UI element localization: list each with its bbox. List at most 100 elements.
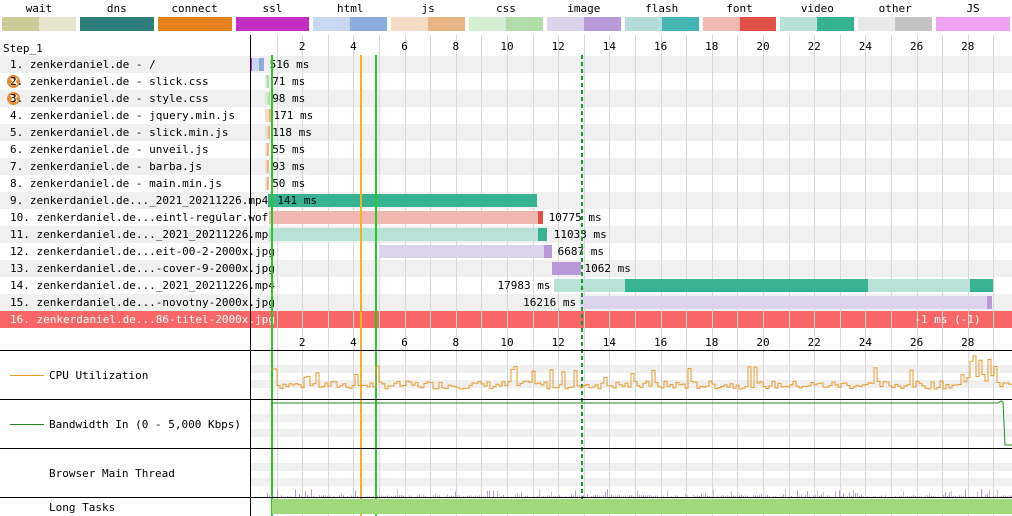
- request-timing-bar[interactable]: [970, 279, 993, 292]
- request-timing-bar[interactable]: [265, 177, 268, 190]
- main-thread-activity: [653, 496, 654, 497]
- request-timing-bar[interactable]: [265, 160, 268, 173]
- graph-stripe: [251, 429, 1012, 437]
- request-timing-bar[interactable]: [265, 109, 269, 122]
- request-duration: 71 ms: [272, 75, 306, 88]
- main-thread-activity: [305, 490, 306, 497]
- grid-line: [968, 35, 969, 516]
- request-row-label[interactable]: 6. zenkerdaniel.de - unveil.js: [0, 141, 250, 158]
- request-timing-bar[interactable]: [551, 262, 582, 275]
- main-thread-activity: [885, 495, 886, 497]
- request-row-label[interactable]: 13. zenkerdaniel.de...-cover-9-2000x.jpg: [0, 260, 275, 277]
- request-timing-bar[interactable]: [265, 75, 268, 88]
- main-thread-activity: [455, 491, 456, 497]
- request-timing-bar[interactable]: [987, 296, 993, 309]
- main-thread-activity: [587, 493, 588, 497]
- request-timing-bar[interactable]: [268, 211, 538, 224]
- legend-swatch: [546, 17, 621, 31]
- request-duration: -1 ms (-1): [914, 313, 981, 326]
- main-thread-activity: [581, 495, 582, 497]
- request-timing-bar[interactable]: [537, 211, 544, 224]
- grid-line: [661, 35, 662, 516]
- request-timing-bar[interactable]: [251, 58, 253, 71]
- request-url: 2. zenkerdaniel.de - slick.css: [10, 75, 209, 88]
- request-row-label[interactable]: 10. zenkerdaniel.de...eintl-regular.woff: [0, 209, 275, 226]
- grid-line: [763, 35, 764, 516]
- main-thread-activity: [343, 495, 344, 497]
- legend-item-html: html: [311, 0, 389, 34]
- request-row-label[interactable]: 1. zenkerdaniel.de - /: [0, 56, 250, 73]
- request-row-label[interactable]: 9. zenkerdaniel.de..._2021_20211226.mp4: [0, 192, 268, 209]
- request-timing-bar[interactable]: [268, 228, 538, 241]
- main-thread-activity: [757, 495, 758, 497]
- legend-item-ssl: ssl: [234, 0, 312, 34]
- main-thread-activity: [955, 495, 956, 497]
- time-tick-label: 14: [602, 336, 617, 349]
- main-thread-activity: [805, 495, 806, 497]
- main-thread-activity: [369, 495, 370, 497]
- grid-line: [558, 35, 559, 516]
- main-thread-activity: [423, 495, 424, 497]
- main-thread-activity: [619, 494, 620, 497]
- request-timing-bar[interactable]: [265, 143, 268, 156]
- request-row-label[interactable]: 8. zenkerdaniel.de - main.min.js: [0, 175, 250, 192]
- request-timing-bar[interactable]: [267, 92, 270, 105]
- request-timing-bar[interactable]: [554, 279, 625, 292]
- request-row-label[interactable]: 2. zenkerdaniel.de - slick.css: [0, 73, 250, 90]
- request-duration: 171 ms: [273, 109, 314, 122]
- main-thread-activity: [911, 496, 912, 497]
- main-thread-activity: [725, 495, 726, 497]
- main-thread-activity: [391, 495, 392, 497]
- request-row-label[interactable]: 3. zenkerdaniel.de - style.css: [0, 90, 250, 107]
- request-timing-bar[interactable]: [268, 126, 271, 139]
- request-timing-bar[interactable]: [624, 279, 868, 292]
- request-row-label[interactable]: 12. zenkerdaniel.de...eit-00-2-2000x.jpg: [0, 243, 275, 260]
- request-row-label[interactable]: 5. zenkerdaniel.de - slick.min.js: [0, 124, 250, 141]
- main-thread-activity: [283, 496, 284, 497]
- request-timing-bar[interactable]: [537, 228, 548, 241]
- legend-label: ssl: [262, 2, 283, 15]
- request-timing-bar[interactable]: [379, 245, 545, 258]
- request-timing-bar[interactable]: [252, 58, 259, 71]
- request-timing-bar[interactable]: [579, 296, 987, 309]
- legend-swatch: [2, 17, 76, 31]
- main-thread-activity: [881, 495, 882, 497]
- request-timing-bar[interactable]: [544, 245, 552, 258]
- request-row-label[interactable]: 11. zenkerdaniel.de..._2021_20211226.mp4: [0, 226, 275, 243]
- request-row-label[interactable]: 16. zenkerdaniel.de...86-titel-2000x.jpg: [0, 311, 275, 328]
- main-thread-activity: [459, 495, 460, 497]
- request-row-label[interactable]: 4. zenkerdaniel.de - jquery.min.js: [0, 107, 250, 124]
- request-row-label[interactable]: 7. zenkerdaniel.de - barba.js: [0, 158, 250, 175]
- main-thread-activity: [905, 496, 906, 497]
- main-thread-activity: [481, 496, 482, 497]
- request-row-label[interactable]: 14. zenkerdaniel.de..._2021_20211226.mp4: [0, 277, 275, 294]
- main-thread-activity: [729, 496, 730, 497]
- request-timing-bar[interactable]: [267, 194, 538, 207]
- row-stripe: [0, 158, 1012, 175]
- request-row-label[interactable]: 15. zenkerdaniel.de...-novotny-2000x.jpg: [0, 294, 275, 311]
- main-thread-activity: [895, 496, 896, 497]
- request-timing-bar[interactable]: [867, 279, 971, 292]
- request-duration: 141 ms: [277, 194, 318, 207]
- request-timing-bar[interactable]: [266, 177, 269, 190]
- request-timing-bar[interactable]: [258, 58, 264, 71]
- grid-line: [507, 35, 508, 516]
- main-thread-activity: [483, 496, 484, 497]
- request-timing-bar[interactable]: [268, 109, 271, 122]
- main-thread-activity: [1001, 495, 1002, 497]
- request-timing-bar[interactable]: [265, 92, 268, 105]
- main-thread-activity: [295, 489, 296, 497]
- main-thread-activity: [739, 495, 740, 497]
- main-thread-activity: [945, 492, 946, 497]
- main-thread-activity: [785, 489, 786, 497]
- main-thread-activity: [425, 495, 426, 497]
- request-duration: 16216 ms: [523, 296, 577, 309]
- request-timing-bar[interactable]: [265, 126, 269, 139]
- main-thread-activity: [861, 495, 862, 497]
- main-thread-activity: [759, 495, 760, 497]
- legend: wait dns connect ssl html js css image flash font…: [0, 0, 1012, 34]
- request-timing-bar[interactable]: [266, 143, 269, 156]
- main-thread-activity: [409, 495, 410, 497]
- request-timing-bar[interactable]: [267, 160, 270, 173]
- request-timing-bar[interactable]: [267, 75, 270, 88]
